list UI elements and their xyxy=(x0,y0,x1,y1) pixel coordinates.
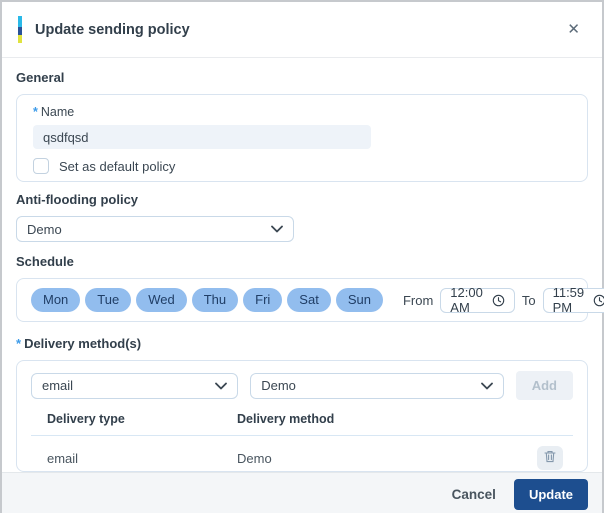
time-range-group: From 12:00 AM To 11:59 PM xyxy=(396,285,604,315)
dialog-body: General *Name Set as default policy Anti… xyxy=(2,58,604,472)
accent-yellow-segment xyxy=(18,34,22,43)
delivery-method-select[interactable]: Demo xyxy=(250,372,504,399)
day-pill-fri[interactable]: Fri xyxy=(243,288,283,312)
delivery-type-column-header: Delivery type xyxy=(47,412,125,426)
default-policy-label: Set as default policy xyxy=(59,158,176,174)
anti-flooding-select[interactable]: Demo xyxy=(16,216,294,242)
name-field-label: * Name xyxy=(33,105,571,120)
delivery-panel: email Demo Add Delivery type Delivery me… xyxy=(16,360,588,472)
day-pill-mon[interactable]: Mon xyxy=(31,288,81,312)
required-marker: * xyxy=(33,105,38,119)
trash-icon xyxy=(544,450,556,466)
delivery-methods-table: Delivery type Delivery method email Demo xyxy=(31,412,573,470)
chevron-down-icon xyxy=(271,225,283,233)
delivery-add-row: email Demo Add xyxy=(31,371,573,400)
name-input[interactable] xyxy=(33,125,371,149)
to-time-value: 11:59 PM xyxy=(552,285,585,315)
anti-flooding-selected-value: Demo xyxy=(27,221,62,237)
delivery-method-cell: Demo xyxy=(237,450,272,466)
dialog-header: Update sending policy ✕ xyxy=(2,2,602,58)
anti-flooding-label: Anti-flooding policy xyxy=(16,192,139,207)
close-icon[interactable]: ✕ xyxy=(567,21,580,38)
clock-icon[interactable] xyxy=(492,294,505,307)
accent-cyan-segment xyxy=(18,16,22,27)
day-pill-sun[interactable]: Sun xyxy=(335,288,383,312)
accent-navy-segment xyxy=(18,26,22,35)
table-header-row: Delivery type Delivery method xyxy=(31,412,573,436)
day-pill-sat[interactable]: Sat xyxy=(287,288,331,312)
delivery-type-cell: email xyxy=(47,450,79,466)
name-label-text: Name xyxy=(40,105,75,119)
delivery-label-text: Delivery method(s) xyxy=(24,336,142,351)
day-pill-thu[interactable]: Thu xyxy=(191,288,239,312)
delivery-type-select[interactable]: email xyxy=(31,372,239,399)
day-pill-tue[interactable]: Tue xyxy=(85,288,132,312)
chevron-down-icon xyxy=(215,382,228,390)
cancel-button[interactable]: Cancel xyxy=(451,486,496,502)
table-row: email Demo xyxy=(31,446,573,470)
dialog-footer: Cancel Update xyxy=(2,472,602,513)
delivery-type-selected-value: email xyxy=(42,378,74,393)
delivery-method-column-header: Delivery method xyxy=(237,412,335,426)
delete-row-button[interactable] xyxy=(537,446,563,470)
to-label: To xyxy=(521,292,536,308)
default-policy-row: Set as default policy xyxy=(33,158,571,174)
delivery-section-label: * Delivery method(s) xyxy=(16,336,588,352)
from-time-input[interactable]: 12:00 AM xyxy=(440,285,515,315)
from-time-value: 12:00 AM xyxy=(450,285,483,315)
schedule-panel: Mon Tue Wed Thu Fri Sat Sun From 12:00 A… xyxy=(16,278,604,322)
general-panel: *Name Set as default policy xyxy=(16,94,588,182)
day-pill-wed[interactable]: Wed xyxy=(136,288,187,312)
to-time-input[interactable]: 11:59 PM xyxy=(542,285,604,315)
chevron-down-icon xyxy=(480,382,493,390)
clock-icon[interactable] xyxy=(593,294,604,307)
general-section-label: General xyxy=(16,70,65,85)
dialog-title: Update sending policy xyxy=(35,21,190,38)
update-button[interactable]: Update xyxy=(513,478,588,510)
brand-accent-mark xyxy=(18,16,22,43)
required-marker: * xyxy=(16,336,22,351)
schedule-section-label: Schedule xyxy=(16,254,74,269)
default-policy-checkbox[interactable] xyxy=(33,158,49,174)
delivery-method-selected-value: Demo xyxy=(261,378,296,393)
add-button[interactable]: Add xyxy=(515,371,573,400)
from-label: From xyxy=(402,292,434,308)
